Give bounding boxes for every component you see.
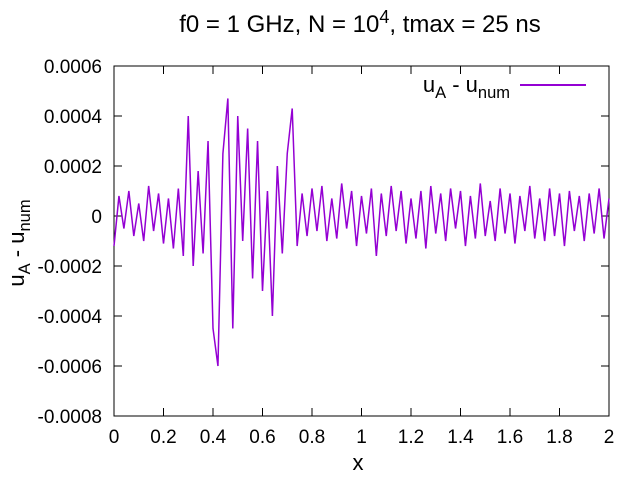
text-part: u <box>423 72 435 97</box>
x-tick-label: 1.4 <box>447 427 474 448</box>
x-tick-label: 0.4 <box>200 427 227 448</box>
x-tick-label: 1 <box>356 427 367 448</box>
text-part: f0 = 1 GHz, N = 10 <box>179 11 379 38</box>
x-tick-label: 0.6 <box>249 427 275 448</box>
text-part: num <box>16 199 34 231</box>
y-tick-label: -0.0006 <box>38 357 102 378</box>
chart-title: f0 = 1 GHz, N = 104, tmax = 25 ns <box>179 7 541 38</box>
y-tick-label: 0 <box>91 207 102 228</box>
y-axis-label: uA - unum <box>4 199 34 286</box>
text-part: , tmax = 25 ns <box>389 11 540 38</box>
legend-label: uA - unum <box>423 72 510 102</box>
text-part: - u <box>4 232 29 264</box>
y-tick-label: 0.0002 <box>44 157 102 178</box>
y-tick-label: 0.0004 <box>44 107 103 128</box>
x-tick-label: 1.6 <box>497 427 523 448</box>
text-part: - u <box>446 72 478 97</box>
x-tick-label: 2 <box>604 427 615 448</box>
text-part: 4 <box>379 7 389 27</box>
x-tick-label: 0 <box>109 427 120 448</box>
x-tick-label: 1.8 <box>546 427 572 448</box>
x-axis-label: x <box>353 450 364 475</box>
y-tick-label: -0.0008 <box>38 407 102 428</box>
y-tick-label: -0.0002 <box>38 257 102 278</box>
data-line <box>113 98 610 367</box>
x-tick-label: 0.8 <box>299 427 325 448</box>
x-tick-label: 1.2 <box>398 427 424 448</box>
text-part: u <box>4 274 29 286</box>
text-part: num <box>478 84 510 102</box>
y-tick-label: 0.0006 <box>44 57 102 78</box>
y-tick-label: -0.0004 <box>38 307 103 328</box>
text-part: A <box>435 84 446 102</box>
x-tick-label: 0.2 <box>150 427 176 448</box>
text-part: A <box>16 263 34 274</box>
